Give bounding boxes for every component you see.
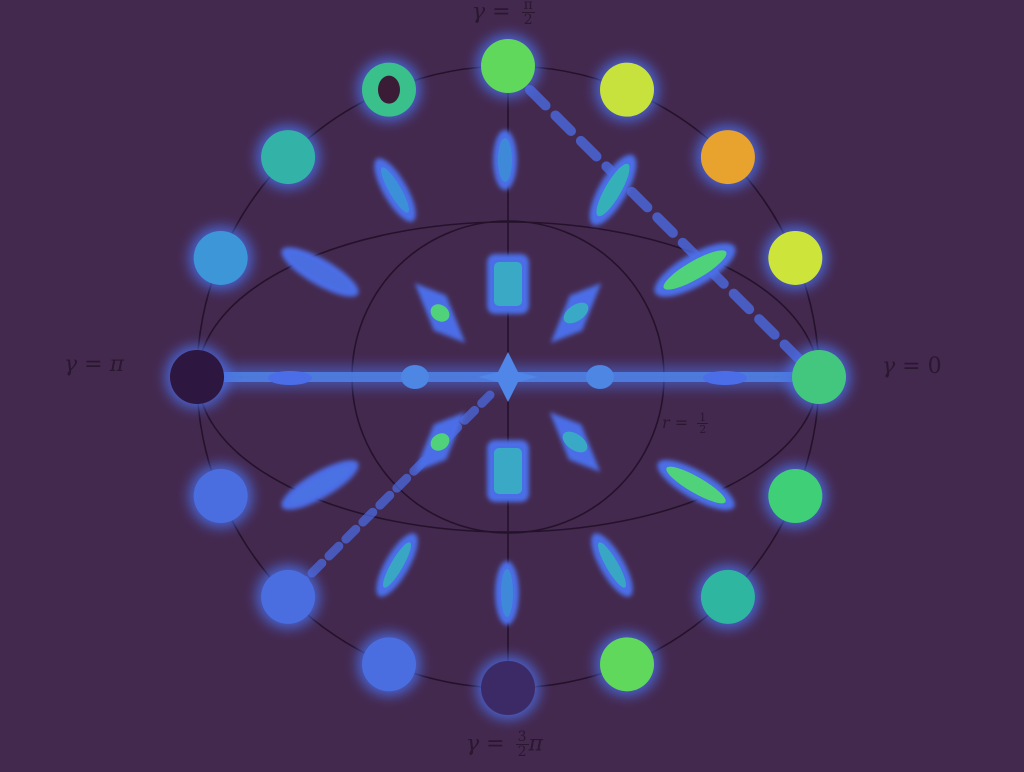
center-star [478,352,538,402]
inner-shape-bottom [487,440,529,502]
mid-ellipse-5 [281,247,359,297]
label-gamma-zero: γ = 0 [882,354,942,379]
inner-shape-upper-left [414,283,466,343]
blob-outer-9 [165,345,229,409]
mid-ellipse-4 [374,158,416,222]
blob-outer-16 [763,464,828,529]
horizontal-streak [200,352,820,402]
blob-outer-6 [356,57,421,122]
blob-gamma-three-half-pi [695,564,760,629]
streak-node-2 [401,365,429,389]
blob-outer-3 [695,125,760,190]
outer-ring-blobs [165,34,851,720]
mid-ellipse-9 [591,533,633,597]
blob-outer-2 [763,225,828,290]
blob-gamma-0 [787,345,851,409]
blob-outer-8 [188,225,253,290]
inner-ring-shapes [414,254,602,502]
mid-ellipse-6 [281,460,359,510]
blob-outer-13 [476,656,540,720]
blob-outer-5 [476,34,540,98]
blob-outer-14 [595,632,660,697]
blob-gamma-half-pi [256,125,321,190]
mid-ellipse-10 [657,459,735,511]
inner-shape-top [487,254,529,314]
streak-node-3 [586,365,614,389]
inner-shape-lower-left [414,412,466,472]
blob-outer-10 [188,464,253,529]
diagonal-streak-upper [525,85,805,365]
mid-ellipse-7 [376,533,418,597]
blob-gamma-pi [256,564,321,629]
streak-node-1 [268,371,312,385]
inner-shape-lower-right [549,412,601,472]
inner-shape-upper-right [550,283,602,343]
mid-ellipse-8 [495,561,519,625]
mid-ellipse-3 [493,130,517,190]
blob-outer-12 [356,632,421,697]
streak-node-4 [703,371,747,385]
label-gamma-pi: γ = π [64,352,125,377]
mid-ellipse-1 [654,243,736,297]
mid-ellipse-2 [589,154,637,226]
blob-outer-4 [595,57,660,122]
middle-ring-shapes [281,130,736,625]
